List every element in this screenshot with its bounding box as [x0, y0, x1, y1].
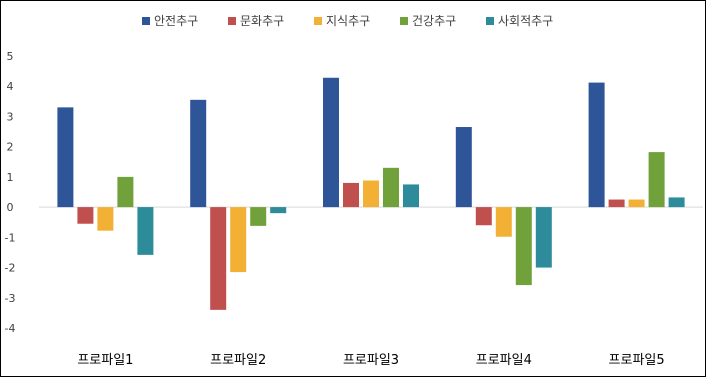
legend-label: 지식추구: [326, 14, 370, 28]
x-category-label: 프로파일5: [609, 353, 665, 368]
legend: 안전추구 문화추구 지식추구 건강추구 사회적추구: [142, 14, 553, 28]
bar-5-3: [403, 184, 419, 208]
bar-2-3: [343, 182, 359, 208]
bar-5-1: [137, 207, 154, 255]
y-tick-label: 5: [7, 50, 14, 63]
bar-1-4: [455, 127, 472, 208]
legend-swatch: [142, 17, 150, 25]
x-category-label: 프로파일4: [476, 353, 532, 368]
legend-label: 건강추구: [412, 14, 456, 28]
bar-4-2: [250, 207, 267, 226]
bar-1-2: [190, 99, 207, 208]
bar-4-5: [648, 152, 665, 208]
y-tick-label: -3: [5, 292, 16, 305]
legend-label: 문화추구: [240, 14, 284, 28]
bar-3-2: [230, 207, 247, 273]
bar-5-5: [668, 197, 685, 208]
bar-1-5: [588, 82, 605, 208]
bar-1-3: [323, 77, 339, 208]
bar-4-1: [117, 176, 134, 208]
bar-2-4: [475, 207, 492, 226]
legend-swatch: [314, 17, 322, 25]
legend-label: 안전추구: [154, 14, 198, 28]
y-tick-label: -1: [5, 231, 16, 244]
bar-4-3: [383, 167, 399, 208]
bar-1-1: [57, 107, 74, 208]
bar-3-4: [495, 207, 512, 237]
bar-5-2: [270, 207, 287, 214]
y-tick-label: 1: [7, 171, 14, 184]
bar-3-5: [628, 199, 645, 208]
legend-swatch: [400, 17, 408, 25]
bar-3-1: [97, 207, 114, 231]
x-category-label: 프로파일3: [343, 353, 399, 368]
bars: [57, 77, 685, 310]
y-tick-label: -4: [5, 322, 16, 335]
bar-5-4: [535, 207, 552, 268]
legend-swatch: [228, 17, 236, 25]
x-category-label: 프로파일2: [210, 353, 266, 368]
x-category-label: 프로파일1: [77, 353, 133, 368]
legend-label: 사회적추구: [498, 14, 553, 28]
y-tick-label: 4: [7, 80, 14, 93]
bar-2-1: [77, 207, 94, 224]
bar-4-4: [515, 207, 532, 286]
x-axis-labels: 프로파일1 프로파일2 프로파일3 프로파일4 프로파일5: [77, 353, 664, 368]
y-axis-ticks: -4 -3 -2 -1 0 1 2 3 4 5: [5, 50, 16, 335]
y-tick-label: 0: [7, 201, 14, 214]
legend-swatch: [486, 17, 494, 25]
y-tick-label: -2: [5, 262, 16, 275]
bar-2-5: [608, 199, 625, 208]
bar-2-2: [210, 207, 227, 310]
y-tick-label: 2: [7, 141, 14, 154]
y-tick-label: 3: [7, 110, 14, 123]
bar-3-3: [363, 180, 379, 208]
